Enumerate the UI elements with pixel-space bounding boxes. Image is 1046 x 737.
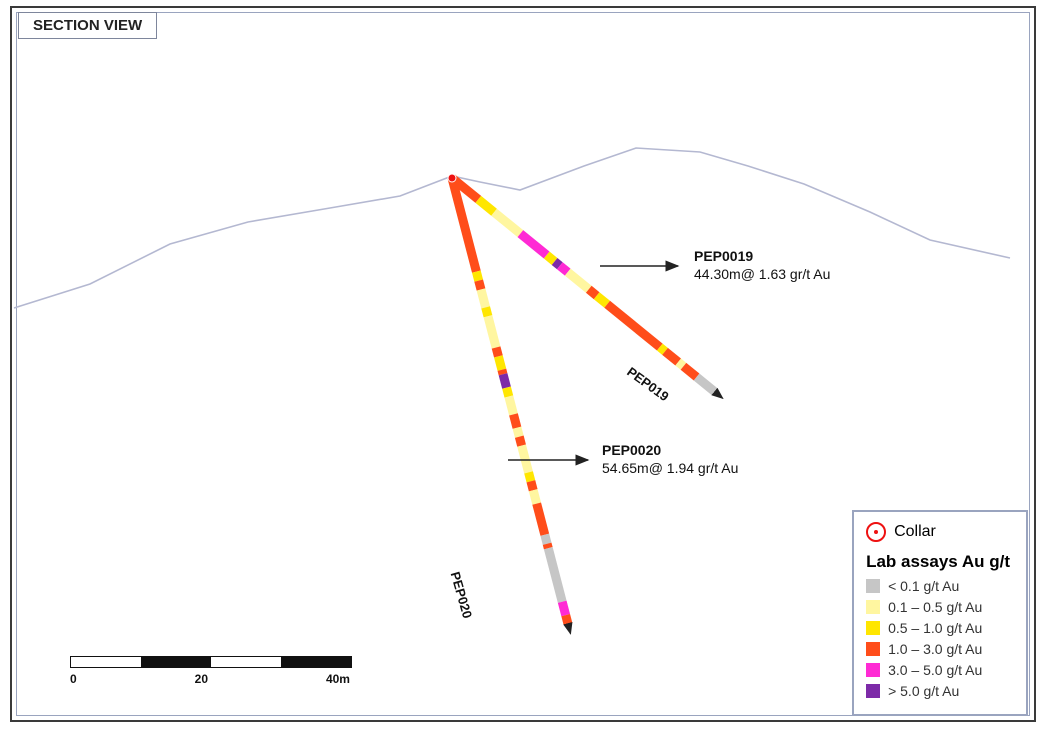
scale-bar: 02040m [70,656,352,686]
legend-collar-label: Collar [894,523,936,541]
callout-value: 44.30m@ 1.63 gr/t Au [694,266,830,282]
section-view-figure: SECTION VIEW PEP0019 44.30m@ 1.63 gr/t A… [0,0,1046,732]
legend-row-05-1: 0.5 – 1.0 g/t Au [866,620,1010,636]
callout-id: PEP0020 [602,442,661,458]
legend-collar: Collar [866,522,1010,542]
legend-row-01-05: 0.1 – 0.5 g/t Au [866,599,1010,615]
callout-value: 54.65m@ 1.94 gr/t Au [602,460,738,476]
callout-pep0019: PEP0019 44.30m@ 1.63 gr/t Au [694,248,830,283]
legend-row-gt5: > 5.0 g/t Au [866,683,1010,699]
callout-id: PEP0019 [694,248,753,264]
legend-row-1-3: 1.0 – 3.0 g/t Au [866,641,1010,657]
legend-row-lt01: < 0.1 g/t Au [866,578,1010,594]
collar-icon [866,522,886,542]
legend-row-3-5: 3.0 – 5.0 g/t Au [866,662,1010,678]
callout-pep0020: PEP0020 54.65m@ 1.94 gr/t Au [602,442,738,477]
legend-box: Collar Lab assays Au g/t < 0.1 g/t Au 0.… [852,510,1028,716]
legend-heading: Lab assays Au g/t [866,552,1010,572]
